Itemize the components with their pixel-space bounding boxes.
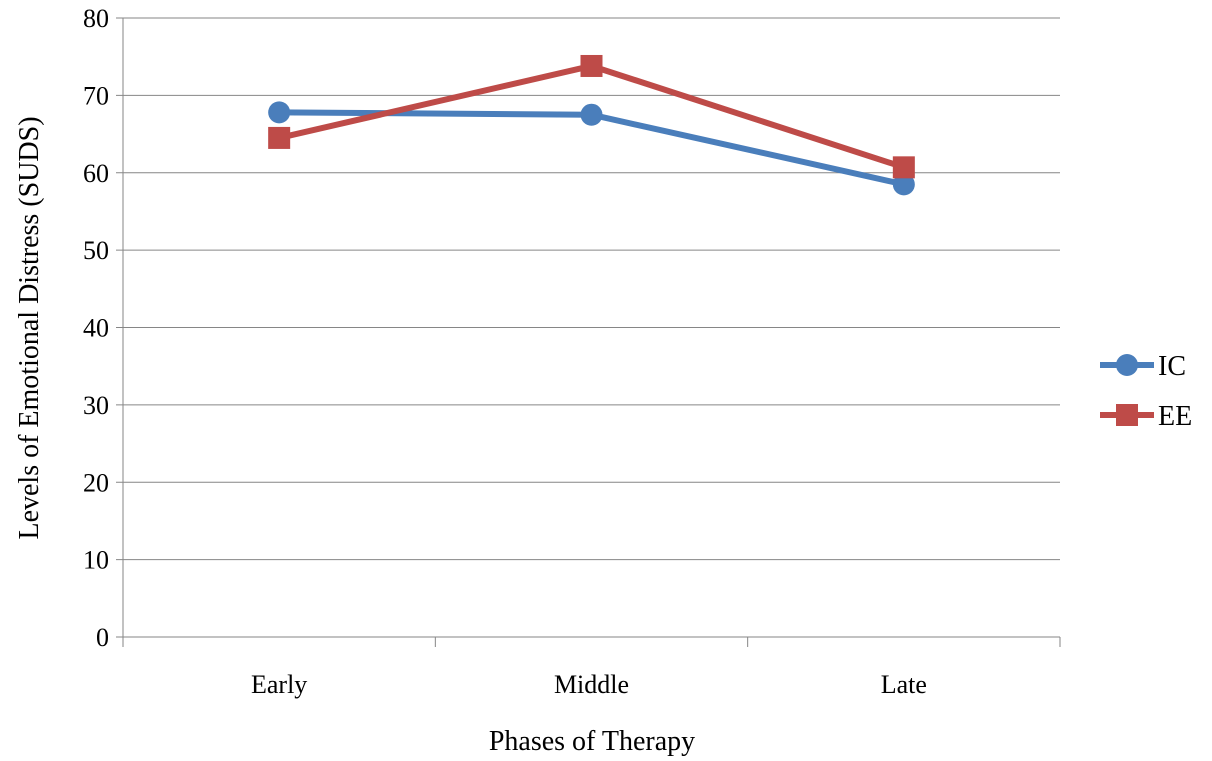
- legend-item-ee: EE: [1100, 401, 1192, 432]
- gridlines: [123, 17, 1060, 561]
- data-point-ic: [268, 101, 291, 124]
- axes: 0 10 20 30 40 50 60 70 80 Early Middle Late: [83, 4, 1061, 699]
- x-axis-label: Phases of Therapy: [489, 726, 695, 757]
- legend-label-ee: EE: [1158, 401, 1192, 432]
- y-tick-label: 30: [83, 391, 109, 420]
- data-point-ee: [892, 156, 915, 179]
- y-tick-label: 50: [83, 236, 109, 265]
- y-tick-label: 20: [83, 468, 109, 497]
- y-tick-label: 70: [83, 81, 109, 110]
- y-tick-label: 60: [83, 159, 109, 188]
- y-tick-label: 40: [83, 314, 109, 343]
- series: [268, 54, 915, 196]
- x-tick-label: Early: [251, 670, 307, 699]
- y-tick-label: 0: [96, 623, 109, 652]
- legend: IC EE: [1100, 351, 1192, 432]
- data-point-ic: [580, 103, 603, 126]
- legend-label-ic: IC: [1158, 351, 1186, 382]
- y-tick-label: 80: [83, 4, 109, 33]
- data-point-ee: [580, 54, 603, 77]
- legend-marker-ic: [1116, 354, 1138, 376]
- legend-item-ic: IC: [1100, 351, 1186, 382]
- x-tick-label: Late: [881, 670, 927, 699]
- y-tick-label: 10: [83, 546, 109, 575]
- y-axis-label: Levels of Emotional Distress (SUDS): [14, 116, 45, 539]
- x-tick-label: Middle: [554, 670, 629, 699]
- data-point-ee: [268, 126, 291, 149]
- legend-marker-ee: [1116, 404, 1138, 426]
- data-point-ic: [892, 173, 915, 196]
